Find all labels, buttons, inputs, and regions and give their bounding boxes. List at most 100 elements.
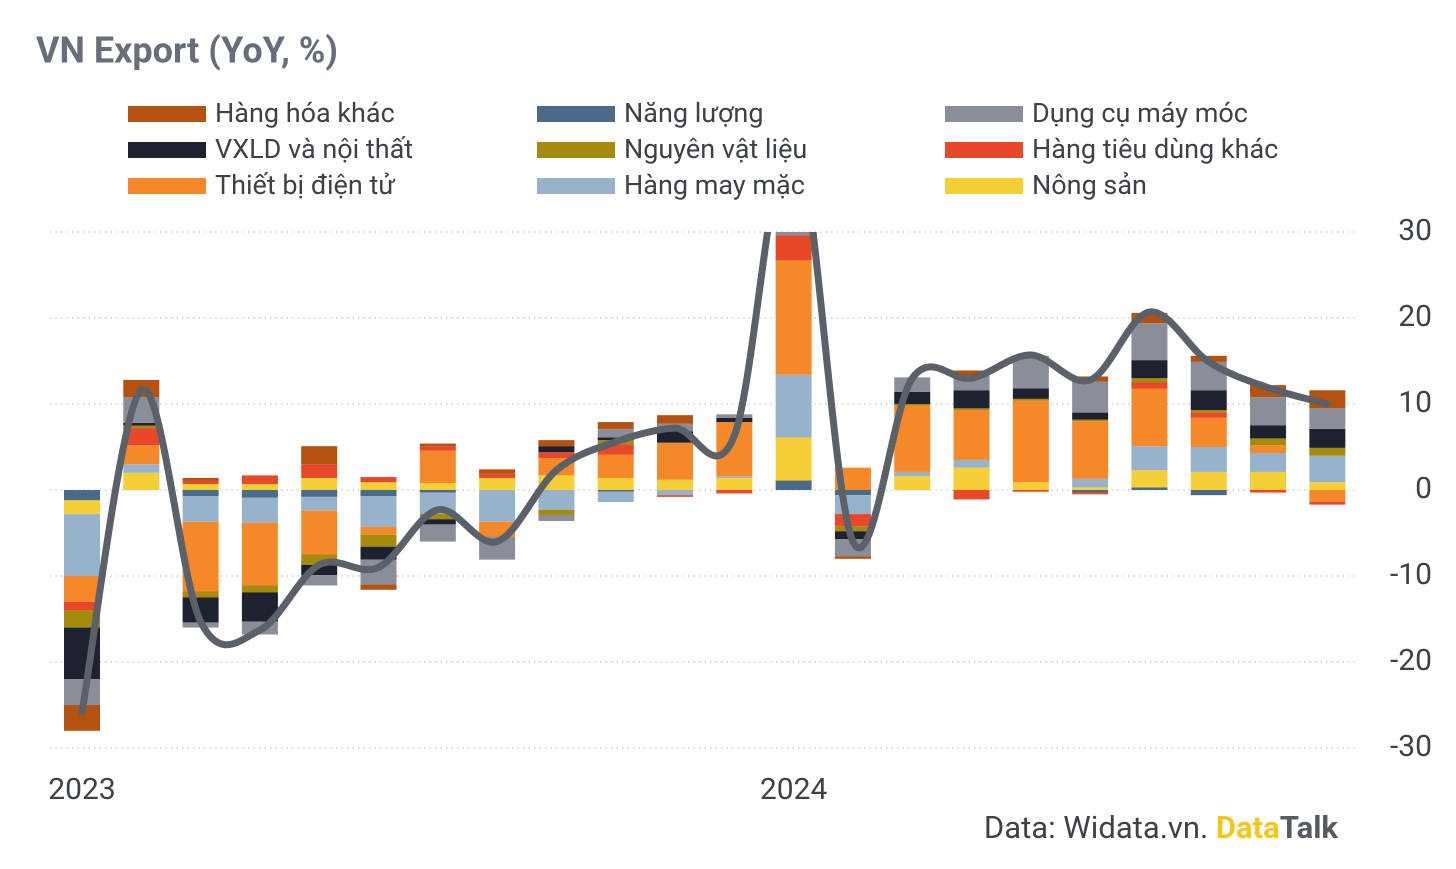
legend-swatch <box>128 106 206 122</box>
legend-label: Hàng tiêu dùng khác <box>1032 133 1278 165</box>
bar-segment <box>123 464 160 473</box>
bar-segment <box>597 477 634 490</box>
bar-segment <box>1131 388 1168 447</box>
bar-segment <box>716 477 753 490</box>
legend-swatch <box>128 142 206 158</box>
bar-segment <box>419 524 456 542</box>
legend-label: Thiết bị điện tử <box>215 169 396 201</box>
bar-segment <box>538 514 575 521</box>
bar-segment <box>241 483 278 490</box>
legend-swatch <box>537 142 615 158</box>
y-tick-label: -10 <box>1390 557 1432 592</box>
bar-segment <box>360 490 397 497</box>
bar-segment <box>1190 490 1227 496</box>
bar-segment <box>241 585 278 593</box>
bar-segment <box>597 444 634 455</box>
bar-segment <box>1250 397 1287 426</box>
brand-1: Data <box>1216 809 1280 846</box>
labels: Hàng hóa khác Năng lượng Dụng cụ máy móc VX… <box>48 97 1432 807</box>
bar-segment <box>834 490 871 496</box>
bar-segment <box>360 526 397 535</box>
bar-segment <box>419 514 456 520</box>
bar-segment <box>1190 417 1227 447</box>
bar-segment <box>301 554 338 565</box>
bar-segment <box>301 464 338 478</box>
bar-segment <box>1072 478 1109 488</box>
bar-segment <box>419 450 456 484</box>
bar-segment <box>479 473 516 478</box>
bar-segment <box>1309 428 1346 448</box>
bar-segment <box>775 480 812 490</box>
lines <box>78 232 1331 716</box>
bar-segment <box>182 477 219 481</box>
bar-segment <box>716 417 753 423</box>
bar-segment <box>657 442 694 480</box>
y-tick-label: 0 <box>1415 471 1432 506</box>
legend-label: Nguyên vật liệu <box>624 133 807 165</box>
bar-segment <box>241 490 278 498</box>
bar-segment <box>1250 445 1287 454</box>
bar-segment <box>301 446 338 465</box>
bar-segment <box>301 564 338 576</box>
bar-segment <box>1072 490 1109 493</box>
bar-segment <box>1012 388 1049 399</box>
bar-segment <box>419 446 456 451</box>
bar-segment <box>479 477 516 490</box>
x-tick-label: 2023 <box>48 772 115 807</box>
legend-swatch <box>128 178 206 194</box>
bar-segment <box>1072 381 1109 413</box>
bar-segment <box>953 490 990 500</box>
bar-segment <box>953 459 990 468</box>
bar-segment <box>597 490 634 492</box>
legend-label: Hàng hóa khác <box>215 97 395 129</box>
bar-segment <box>1131 323 1168 361</box>
total-line <box>78 232 1331 716</box>
bar-segment <box>1190 410 1227 413</box>
x-tick-label: 2024 <box>760 772 828 807</box>
bar-segment <box>716 490 753 494</box>
bar-segment <box>953 370 990 376</box>
bar-segment <box>301 490 338 497</box>
bar-segment <box>953 410 990 460</box>
bar-segment <box>1072 492 1109 495</box>
bar-segment <box>657 490 694 496</box>
y-tick-label: 20 <box>1398 299 1432 334</box>
bar-segment <box>301 510 338 555</box>
bar-segment <box>657 495 694 497</box>
bar-segment <box>123 428 160 446</box>
bar-segment <box>1250 490 1287 493</box>
legend-swatch <box>537 178 615 194</box>
bar-segment <box>1309 408 1346 429</box>
bar-segment <box>1072 421 1109 479</box>
bar-segment <box>538 490 575 510</box>
bar-segment <box>64 490 101 501</box>
bar-segment <box>775 235 812 261</box>
bar-segment <box>538 452 575 459</box>
bar-segment <box>479 490 516 522</box>
bar-segment <box>834 514 871 527</box>
bar-segment <box>775 260 812 375</box>
bar-segment <box>1072 419 1109 422</box>
bar-segment <box>360 482 397 490</box>
bar-segment <box>419 490 456 493</box>
bar-segment <box>538 440 575 447</box>
bar-segment <box>1250 438 1287 446</box>
bar-segment <box>834 526 871 532</box>
legend-label: Hàng may mặc <box>624 169 805 201</box>
bar-segment <box>301 575 338 586</box>
bar-segment <box>894 471 931 477</box>
bar-segment <box>182 490 219 497</box>
legend-swatch <box>945 106 1023 122</box>
bar-segment <box>123 422 160 426</box>
bar-segment <box>1250 453 1287 472</box>
source-text: Data: Widata.vn. <box>984 809 1208 846</box>
bar-segment <box>953 390 990 409</box>
bar-segment <box>419 443 456 447</box>
legend-label: Nông sản <box>1032 169 1147 201</box>
bar-segment <box>1190 412 1227 418</box>
bar-segment <box>1012 400 1049 483</box>
bar-segment <box>64 514 101 576</box>
bar-segment <box>360 496 397 527</box>
bar-segment <box>775 374 812 438</box>
